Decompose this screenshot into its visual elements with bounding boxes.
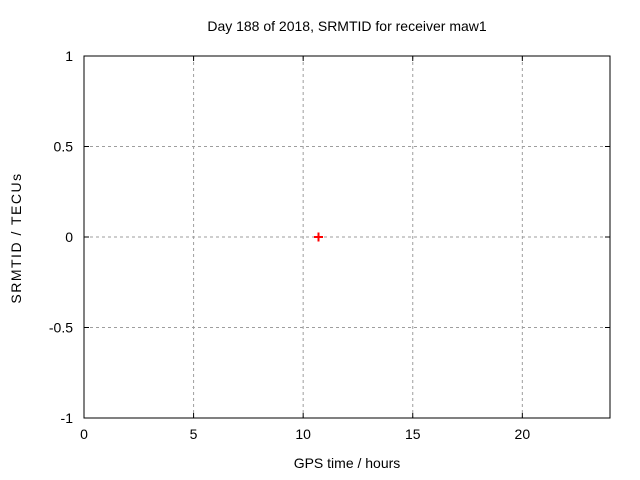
y-tick-label: 0.5 bbox=[54, 139, 74, 155]
x-tick-label: 0 bbox=[80, 426, 88, 442]
chart-title: Day 188 of 2018, SRMTID for receiver maw… bbox=[207, 18, 487, 34]
x-tick-label: 15 bbox=[405, 426, 421, 442]
x-tick-label: 10 bbox=[295, 426, 311, 442]
y-tick-label: -0.5 bbox=[49, 320, 73, 336]
y-tick-label: -1 bbox=[61, 410, 74, 426]
x-axis-label: GPS time / hours bbox=[293, 455, 401, 471]
y-tick-label: 0 bbox=[65, 229, 73, 245]
y-tick-label: 1 bbox=[65, 48, 73, 64]
x-tick-label: 5 bbox=[190, 426, 198, 442]
x-tick-label: 20 bbox=[515, 426, 531, 442]
